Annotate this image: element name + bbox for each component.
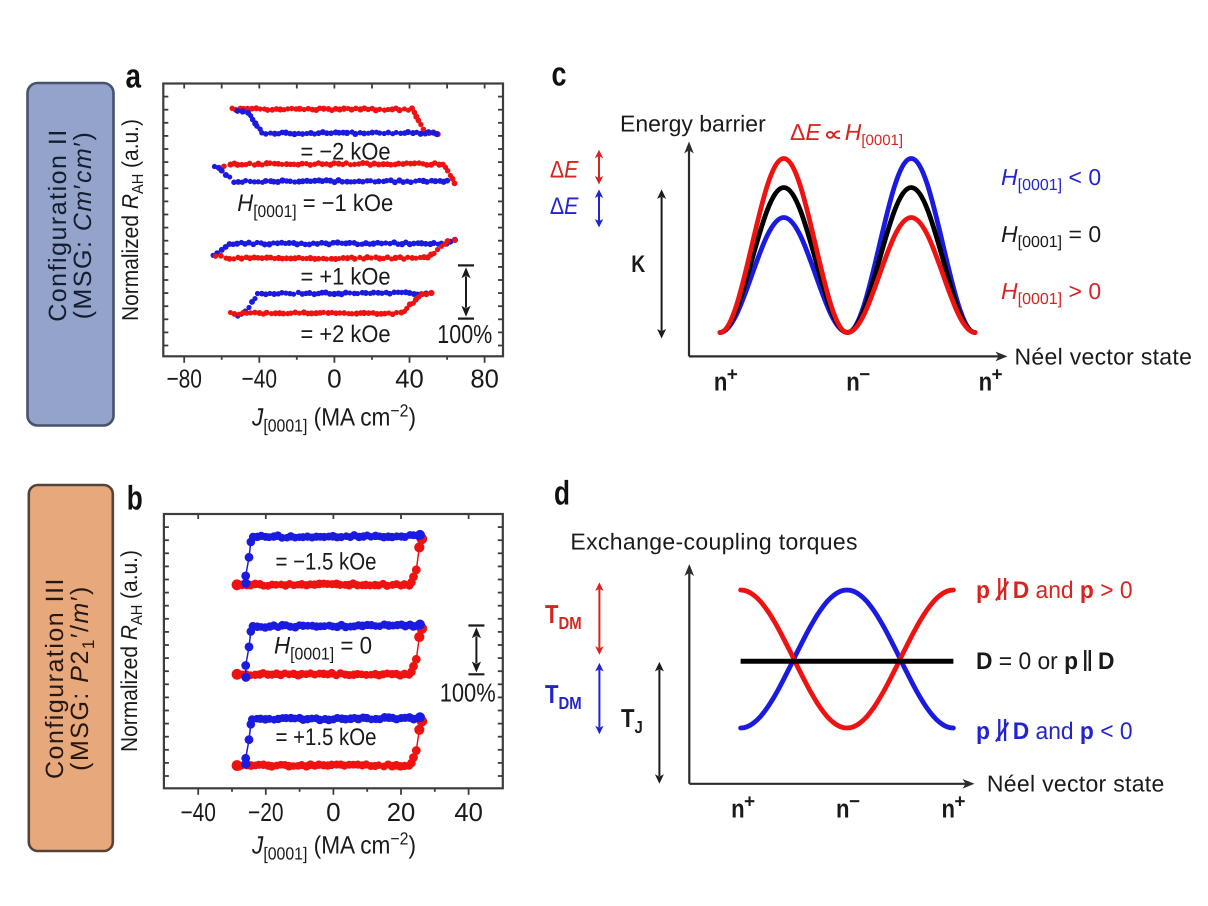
svg-text:Néel vector state: Néel vector state [1015,344,1193,370]
svg-text:J[0001] (MA cm−2): J[0001] (MA cm−2) [251,829,416,864]
svg-text:−20: −20 [248,797,284,827]
svg-text:H[0001] = 0: H[0001] = 0 [274,633,372,664]
svg-text:−: − [859,365,870,386]
svg-text:Normalized RAH (a.u.): Normalized RAH (a.u.) [116,550,146,752]
svg-text:= +2 kOe: = +2 kOe [301,321,391,348]
svg-text:ΔE: ΔE [550,157,579,184]
svg-text:a: a [126,57,142,95]
svg-text:Néel vector state: Néel vector state [987,771,1165,797]
svg-text:= +1.5 kOe: = +1.5 kOe [276,724,377,751]
svg-text:0: 0 [326,797,341,827]
svg-text:80: 80 [470,364,499,394]
svg-text:Energy barrier: Energy barrier [620,111,766,137]
svg-text:= −2 kOe: = −2 kOe [301,139,391,166]
svg-text:−40: −40 [180,797,216,827]
svg-text:n: n [979,367,993,397]
svg-text:n: n [846,367,860,397]
svg-text:+: + [744,792,755,813]
svg-text:−: − [849,792,860,813]
svg-text:40: 40 [395,364,424,394]
svg-text:100%: 100% [440,678,496,708]
svg-text:K: K [631,251,646,278]
svg-text:Normalized RAH (a.u.): Normalized RAH (a.u.) [117,119,147,321]
svg-text:n: n [941,793,955,823]
svg-text:n: n [836,793,850,823]
svg-text:ΔE: ΔE [550,193,579,220]
svg-text:+: + [992,365,1003,386]
svg-text:H[0001] = −1 kOe: H[0001] = −1 kOe [237,190,393,221]
svg-text:= −1.5 kOe: = −1.5 kOe [276,549,377,576]
svg-text:b: b [127,480,143,518]
svg-text:0: 0 [327,364,342,394]
svg-text:n: n [714,367,728,397]
svg-text:c: c [552,56,567,94]
svg-text:d: d [554,475,570,513]
svg-text:n: n [731,793,745,823]
svg-text:−40: −40 [242,364,278,394]
svg-text:Exchange-coupling torques: Exchange-coupling torques [570,529,858,555]
svg-text:−80: −80 [166,364,202,394]
svg-text:= +1 kOe: = +1 kOe [301,264,391,291]
svg-text:J[0001] (MA cm−2): J[0001] (MA cm−2) [251,401,416,436]
svg-text:20: 20 [387,797,416,827]
svg-text:+: + [954,792,965,813]
svg-text:40: 40 [454,797,483,827]
svg-text:+: + [727,365,738,386]
svg-text:100%: 100% [437,319,492,349]
